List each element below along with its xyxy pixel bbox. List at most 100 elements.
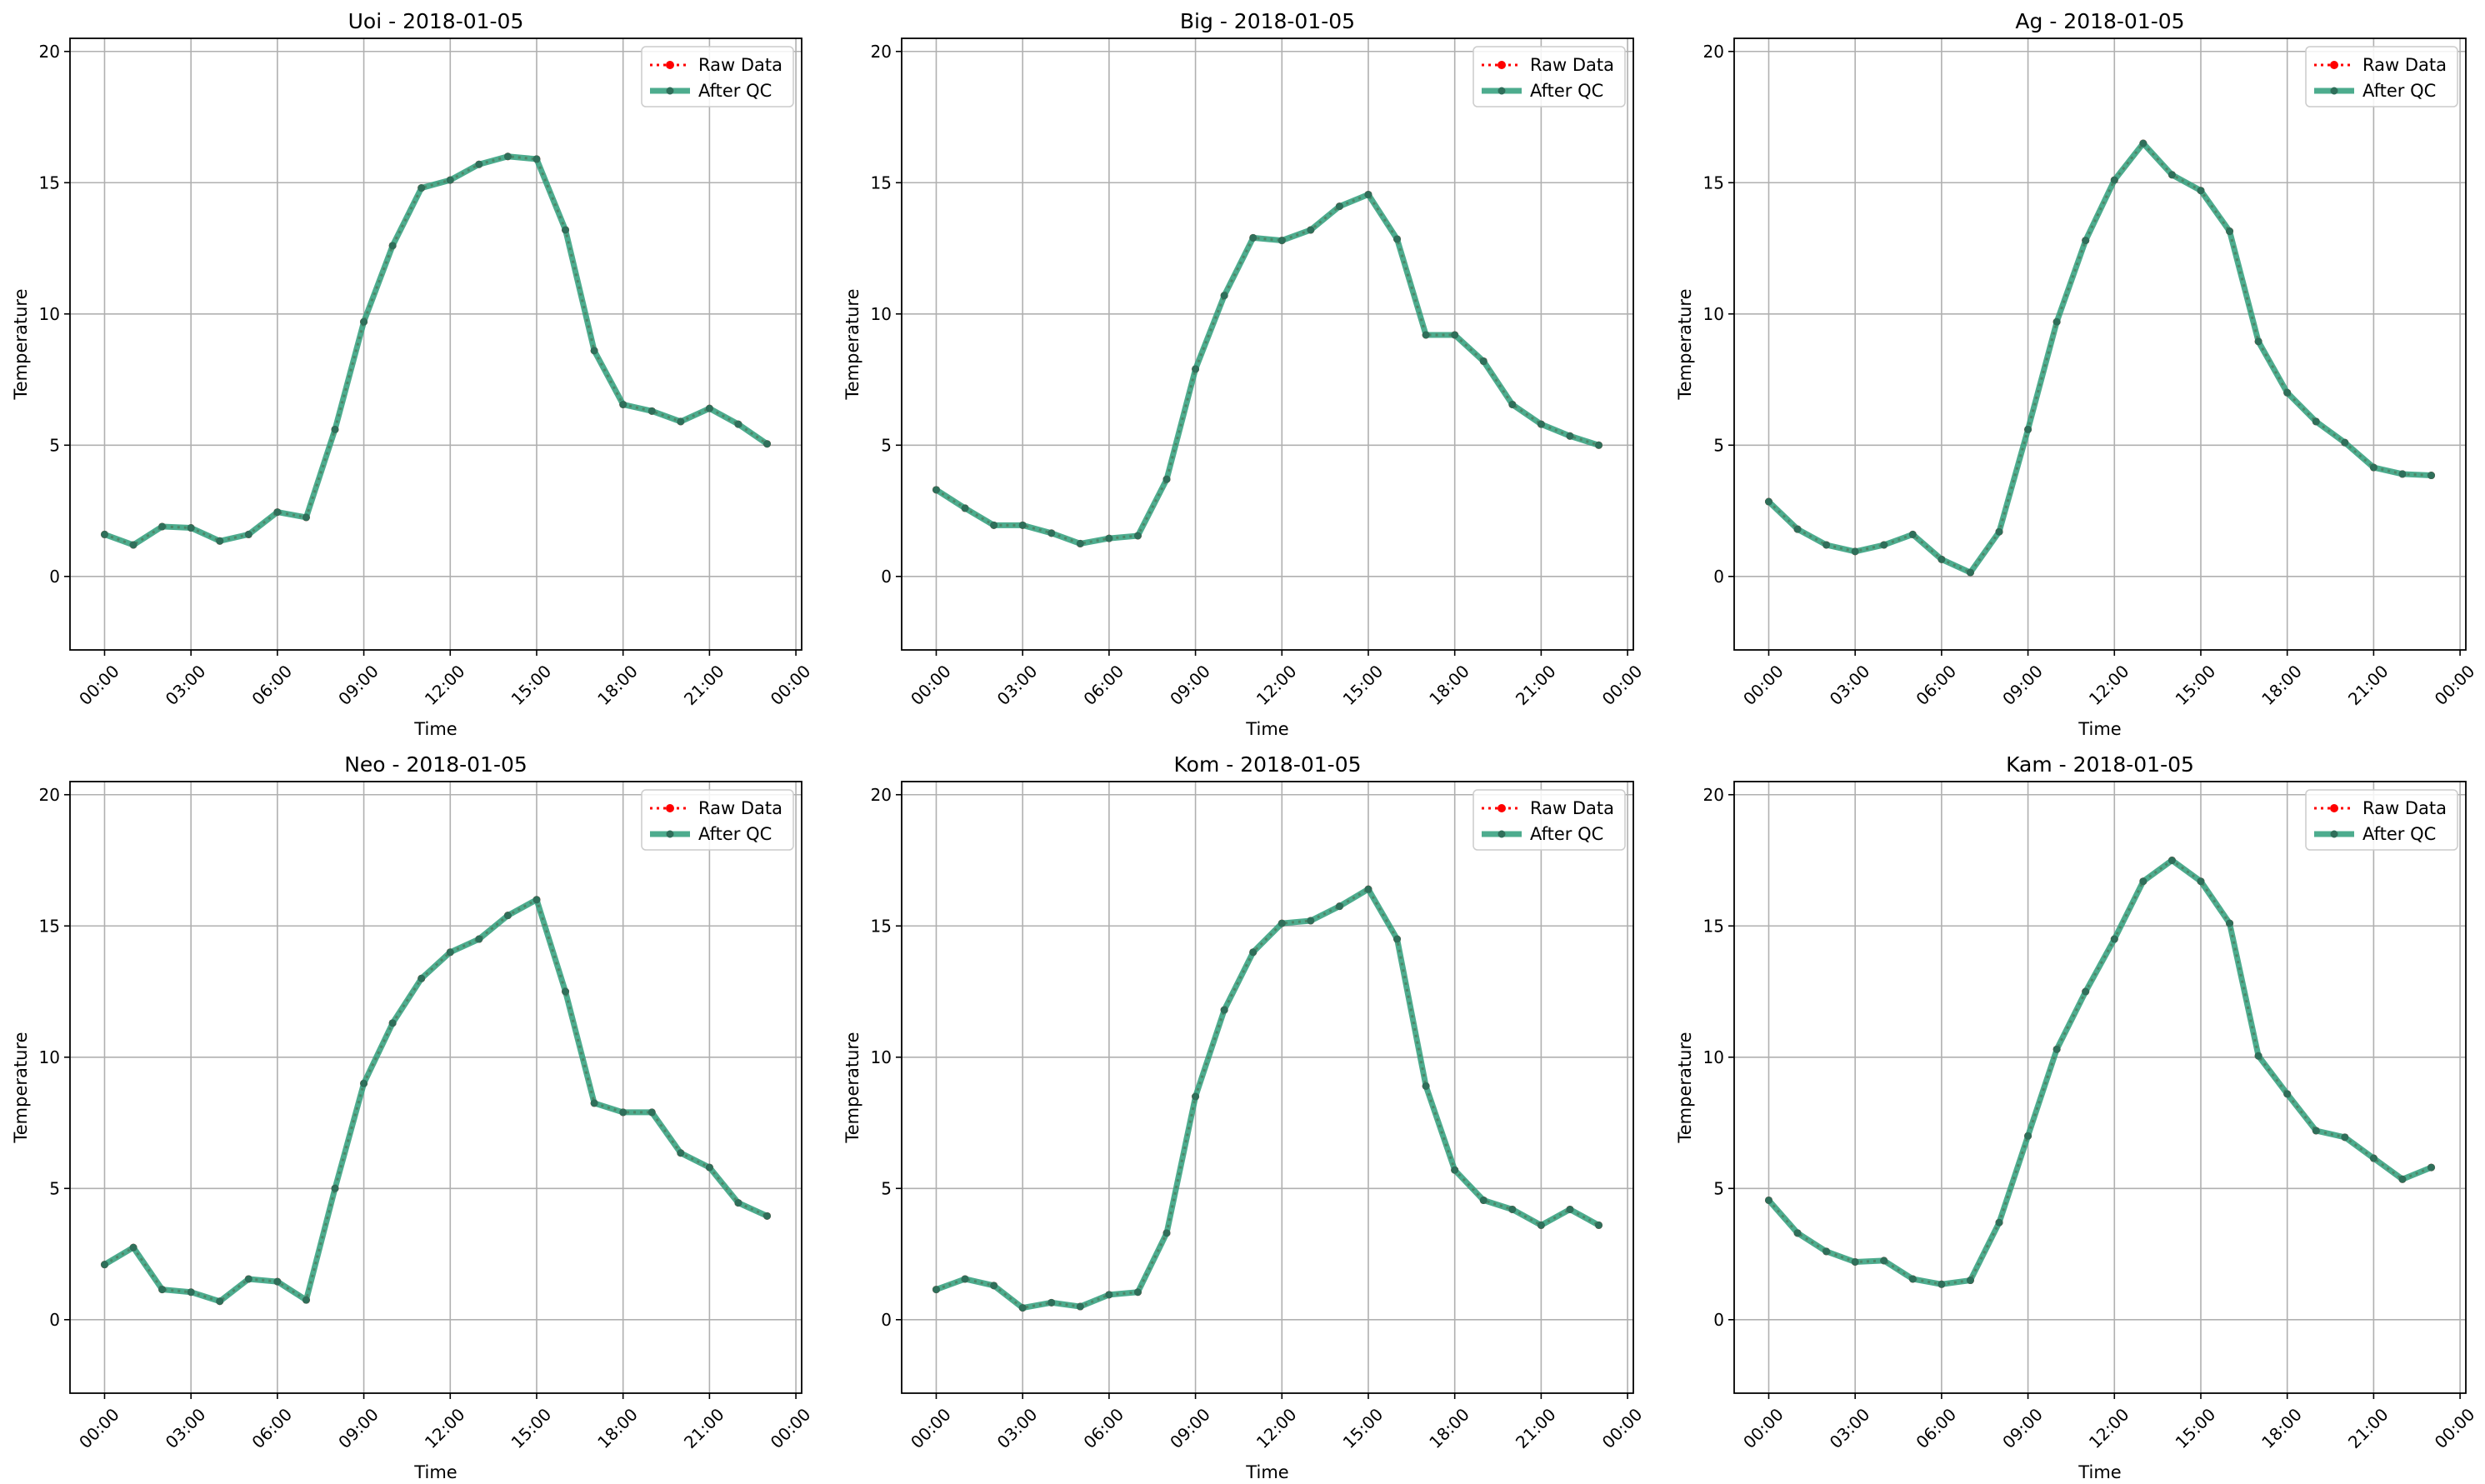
after-qc-point — [648, 407, 656, 415]
after-qc-line — [103, 153, 769, 548]
y-axis-label: Temperature — [842, 1032, 862, 1143]
x-tick-label: 12:00 — [421, 1404, 469, 1452]
x-tick-label: 09:00 — [334, 661, 382, 709]
subplot-6: Kam - 2018-01-05 0 5 10 15 20 00:00 03:00 06:00 0… — [1675, 752, 2478, 1482]
after-qc-point — [1938, 1280, 1946, 1288]
after-qc-point — [1479, 1196, 1488, 1204]
x-tick-label: 18:00 — [1425, 1404, 1473, 1452]
after-qc-point — [1822, 541, 1831, 549]
after-qc-point — [1537, 1221, 1545, 1229]
after-qc-point — [446, 176, 454, 184]
x-tick-label: 00:00 — [1598, 661, 1647, 709]
legend-raw-label: Raw Data — [1530, 798, 1614, 818]
x-tick-label: 09:00 — [1166, 1404, 1214, 1452]
after-qc-point — [562, 987, 570, 996]
legend: Raw Data After QC — [1472, 789, 1626, 851]
after-qc-point — [961, 1275, 969, 1283]
after-qc-point — [187, 1288, 195, 1297]
after-qc-point — [360, 1079, 368, 1087]
after-qc-point — [677, 1149, 685, 1157]
after-qc-line — [102, 897, 768, 1305]
after-qc-point — [990, 1282, 998, 1290]
axes-frame — [901, 781, 1634, 1394]
legend-qc-label: After QC — [1530, 824, 1603, 844]
raw-data-line — [103, 155, 768, 547]
y-axis-label: Temperature — [1675, 288, 1695, 400]
legend-qc-label: After QC — [698, 81, 772, 101]
after-qc-point — [1537, 420, 1545, 428]
after-qc-point — [1278, 919, 1286, 927]
after-qc-point — [2398, 470, 2407, 478]
after-qc-point — [1220, 1006, 1228, 1014]
x-tick-label: 06:00 — [1079, 661, 1128, 709]
x-tick-label: 00:00 — [75, 1404, 123, 1452]
after-qc-point — [1192, 1092, 1200, 1101]
x-tick-label: 21:00 — [1512, 661, 1560, 709]
after-qc-point — [2226, 227, 2234, 236]
legend-qc-label: After QC — [2362, 81, 2436, 101]
after-qc-point — [2341, 1133, 2349, 1142]
y-tick-label: 20 — [1703, 42, 1724, 62]
y-tick-label: 20 — [39, 42, 60, 62]
y-tick-label: 0 — [49, 1310, 60, 1330]
x-tick-label: 15:00 — [508, 661, 556, 709]
after-qc-point — [562, 226, 570, 234]
after-qc-point — [331, 425, 339, 433]
y-tick-label: 0 — [881, 1310, 892, 1330]
after-qc-point — [2369, 1154, 2378, 1162]
x-tick-label: 06:00 — [1912, 1404, 1960, 1452]
legend-raw-marker — [1498, 61, 1506, 69]
y-axis-label: Temperature — [842, 288, 862, 400]
y-tick-label: 15 — [1703, 916, 1724, 936]
legend-raw-label: Raw Data — [1530, 55, 1614, 75]
after-qc-point — [2197, 187, 2205, 195]
after-qc-point — [705, 1163, 713, 1172]
after-qc-point — [273, 508, 282, 517]
legend: Raw Data After QC — [2305, 46, 2458, 107]
after-qc-point — [158, 522, 167, 531]
x-tick-label: 18:00 — [593, 1404, 642, 1452]
after-qc-point — [1908, 1275, 1917, 1283]
after-qc-point — [1479, 357, 1488, 365]
y-tick-label: 20 — [871, 785, 892, 805]
x-tick-label: 00:00 — [75, 661, 123, 709]
x-tick-label: 18:00 — [2258, 1404, 2306, 1452]
after-qc-point — [1566, 432, 1574, 440]
after-qc-point — [1595, 441, 1603, 449]
after-qc-point — [590, 347, 598, 355]
x-tick-label: 12:00 — [421, 661, 469, 709]
x-axis-label: Time — [2078, 1462, 2121, 1482]
after-qc-point — [187, 524, 195, 532]
x-tick-label: 06:00 — [1912, 661, 1960, 709]
subplot-2: Big - 2018-01-05 0 5 10 15 20 00:00 03:00 06:00 0… — [842, 9, 1646, 739]
x-tick-label: 15:00 — [2172, 1404, 2220, 1452]
after-qc-point — [1018, 1304, 1027, 1312]
after-qc-point — [648, 1108, 656, 1117]
after-qc-point — [1508, 1205, 1517, 1213]
after-qc-point — [216, 1297, 224, 1306]
x-tick-label: 03:00 — [993, 661, 1042, 709]
after-qc-point — [2139, 877, 2148, 886]
legend-qc-marker — [1498, 830, 1506, 838]
after-qc-point — [1908, 530, 1917, 538]
after-qc-point — [1076, 539, 1084, 547]
after-qc-point — [990, 521, 998, 529]
after-qc-point — [1851, 1257, 1859, 1266]
after-qc-point — [1508, 400, 1517, 408]
x-tick-label: 03:00 — [1826, 661, 1874, 709]
after-qc-point — [1880, 1257, 1888, 1265]
after-qc-point — [1451, 1166, 1459, 1174]
x-tick-label: 00:00 — [767, 661, 815, 709]
after-qc-point — [1966, 1277, 1974, 1285]
after-qc-point — [2052, 1045, 2061, 1053]
after-qc-point — [1133, 1288, 1142, 1297]
x-tick-label: 15:00 — [508, 1404, 556, 1452]
x-tick-label: 00:00 — [1739, 661, 1788, 709]
x-tick-label: 15:00 — [1339, 661, 1388, 709]
y-tick-label: 0 — [881, 567, 892, 587]
x-tick-label: 00:00 — [2431, 661, 2479, 709]
x-tick-label: 21:00 — [2344, 1404, 2392, 1452]
y-axis-label: Temperature — [11, 288, 31, 400]
after-qc-point — [2369, 463, 2378, 472]
chart-title: Uoi - 2018-01-05 — [348, 9, 524, 33]
